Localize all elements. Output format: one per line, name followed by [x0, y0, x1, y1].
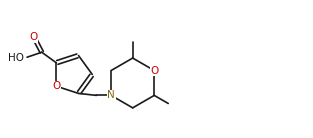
- Text: HO: HO: [8, 53, 23, 63]
- Text: N: N: [107, 90, 115, 100]
- Text: O: O: [52, 81, 60, 91]
- Text: O: O: [150, 66, 158, 75]
- Text: O: O: [30, 32, 38, 42]
